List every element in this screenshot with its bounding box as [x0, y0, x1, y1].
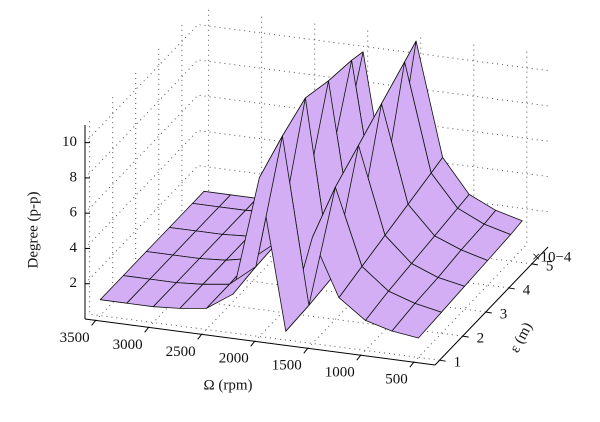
x-tick-label: 2000: [219, 351, 249, 367]
y-axis: [434, 246, 549, 366]
x-tick: [91, 320, 96, 326]
z-tick-label: 4: [70, 240, 78, 256]
z-tick-label: 8: [70, 169, 78, 185]
x-tick: [250, 340, 256, 347]
x-tick-label: 1500: [272, 358, 302, 374]
z-tick-label: 6: [70, 205, 78, 221]
x-tick-label: 1000: [325, 365, 355, 381]
z-axis-label: Degree (p-p): [25, 191, 41, 268]
x-tick: [144, 327, 150, 333]
x-tick: [409, 361, 415, 368]
surface-patch: [99, 275, 151, 304]
y-tick: [439, 359, 446, 362]
x-tick-label: 3000: [113, 337, 143, 353]
z-tick-label: 2: [70, 275, 78, 291]
x-axis: [84, 318, 436, 366]
x-tick: [303, 347, 309, 354]
z-tick-label: 10: [62, 134, 77, 150]
y-tick-label: 4: [523, 282, 531, 298]
x-tick-label: 3500: [60, 330, 90, 346]
x-axis-label: Ω (rpm): [203, 377, 252, 393]
y-tick: [485, 311, 492, 314]
y-tick-label: 5: [546, 258, 554, 274]
y-tick-label: 1: [454, 355, 462, 371]
x-tick-label: 2500: [166, 344, 196, 360]
y-tick-label: 2: [477, 331, 485, 347]
y-tick: [462, 335, 469, 338]
y-tick-label: 3: [500, 306, 508, 322]
y-axis-label: ε (m): [507, 320, 536, 356]
x-tick-label: 500: [385, 372, 408, 388]
x-tick: [197, 334, 203, 340]
y-tick: [508, 287, 515, 290]
y-tick: [531, 263, 538, 266]
x-tick: [356, 354, 362, 361]
